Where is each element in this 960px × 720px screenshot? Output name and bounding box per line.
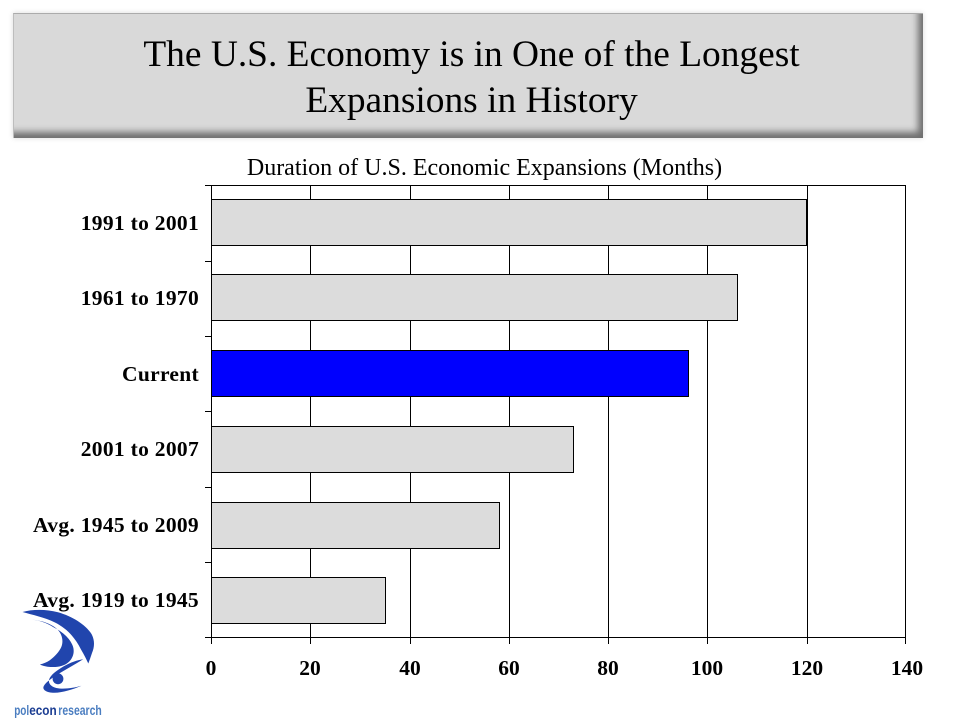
svg-text:econ: econ xyxy=(29,702,57,718)
svg-text:research: research xyxy=(58,702,102,718)
svg-text:pol: pol xyxy=(14,702,29,718)
